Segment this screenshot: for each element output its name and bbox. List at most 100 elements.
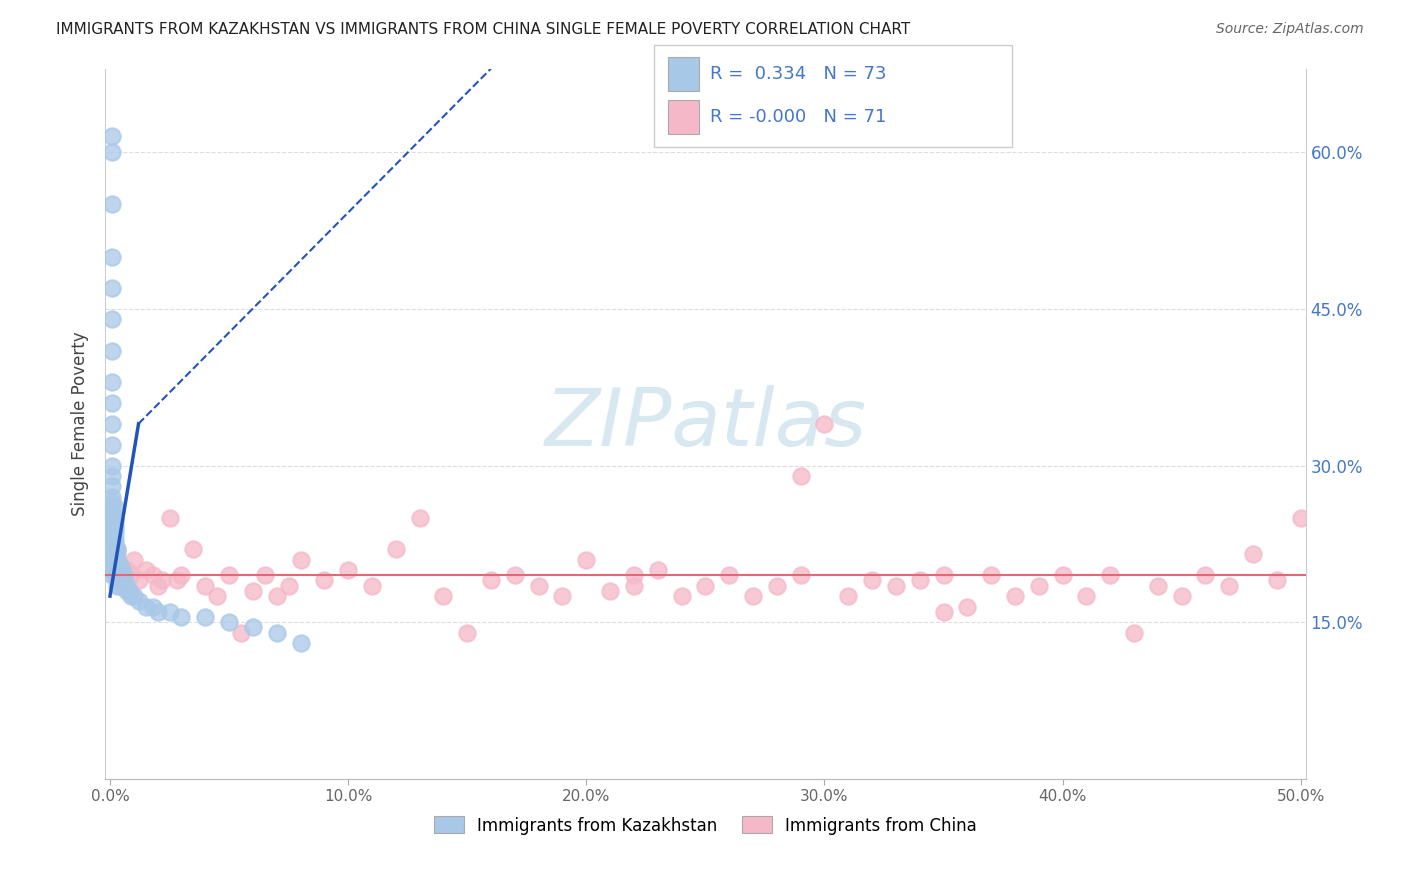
Point xyxy=(101,437,124,451)
Point xyxy=(1170,589,1192,603)
Point xyxy=(1004,589,1026,603)
Point xyxy=(111,568,134,582)
Point xyxy=(1265,574,1288,588)
Point xyxy=(104,532,127,546)
Point xyxy=(1076,589,1098,603)
Point xyxy=(266,625,288,640)
Point xyxy=(101,506,124,520)
Point xyxy=(101,479,124,493)
Point xyxy=(837,589,859,603)
Point xyxy=(101,542,124,557)
Point xyxy=(111,563,134,577)
Point xyxy=(105,574,128,588)
Point xyxy=(1241,547,1264,561)
Point xyxy=(337,563,360,577)
Point xyxy=(101,500,124,515)
Point xyxy=(242,583,264,598)
Point xyxy=(384,542,406,557)
Point xyxy=(101,197,124,211)
Point xyxy=(408,510,430,524)
Point xyxy=(104,542,127,557)
Point xyxy=(104,500,127,515)
Point xyxy=(159,510,181,524)
Point xyxy=(101,532,124,546)
Point xyxy=(101,129,124,144)
Point xyxy=(105,558,128,572)
Point xyxy=(932,568,955,582)
Point xyxy=(599,583,621,598)
Point xyxy=(105,542,128,557)
Point xyxy=(101,558,124,572)
Point xyxy=(112,568,135,582)
Point xyxy=(1147,579,1170,593)
Point xyxy=(432,589,454,603)
Legend: Immigrants from Kazakhstan, Immigrants from China: Immigrants from Kazakhstan, Immigrants f… xyxy=(433,816,977,835)
Point xyxy=(101,510,124,524)
Point xyxy=(104,537,127,551)
Point xyxy=(118,583,141,598)
Point xyxy=(135,563,157,577)
Point xyxy=(479,574,502,588)
Point xyxy=(150,574,173,588)
Point xyxy=(170,610,193,624)
Point xyxy=(623,579,645,593)
Point xyxy=(101,145,124,160)
Point xyxy=(115,563,138,577)
Point xyxy=(101,495,124,509)
Point xyxy=(1099,568,1122,582)
Point xyxy=(503,568,526,582)
Text: R =  0.334   N = 73: R = 0.334 N = 73 xyxy=(710,65,887,83)
Point xyxy=(290,636,312,650)
Point xyxy=(108,579,131,593)
Point xyxy=(128,594,150,608)
Point xyxy=(456,625,478,640)
Point xyxy=(111,574,134,588)
Point xyxy=(575,552,598,566)
Point xyxy=(277,579,299,593)
Point xyxy=(105,563,128,577)
Point xyxy=(932,605,955,619)
Point xyxy=(108,558,131,572)
Point xyxy=(115,579,138,593)
Point xyxy=(314,574,336,588)
Point xyxy=(253,568,276,582)
Point xyxy=(101,521,124,535)
Point xyxy=(527,579,550,593)
Point xyxy=(108,563,131,577)
Point xyxy=(623,568,645,582)
Point xyxy=(742,589,765,603)
Text: IMMIGRANTS FROM KAZAKHSTAN VS IMMIGRANTS FROM CHINA SINGLE FEMALE POVERTY CORREL: IMMIGRANTS FROM KAZAKHSTAN VS IMMIGRANTS… xyxy=(56,22,911,37)
Point xyxy=(860,574,883,588)
Point xyxy=(242,620,264,634)
Point xyxy=(104,510,127,524)
Point xyxy=(120,589,142,603)
Point xyxy=(205,589,228,603)
Point xyxy=(101,469,124,483)
Point xyxy=(115,583,138,598)
Text: Source: ZipAtlas.com: Source: ZipAtlas.com xyxy=(1216,22,1364,37)
Point xyxy=(183,542,205,557)
Point xyxy=(290,552,312,566)
Point xyxy=(104,552,127,566)
Y-axis label: Single Female Poverty: Single Female Poverty xyxy=(72,332,89,516)
Point xyxy=(194,610,217,624)
Point xyxy=(1218,579,1240,593)
Point xyxy=(122,589,145,603)
Point xyxy=(101,552,124,566)
Point xyxy=(218,568,240,582)
Text: R = -0.000   N = 71: R = -0.000 N = 71 xyxy=(710,108,886,126)
Point xyxy=(101,250,124,264)
Point xyxy=(789,469,811,483)
Point xyxy=(101,563,124,577)
Point xyxy=(1028,579,1050,593)
Point xyxy=(105,568,128,582)
Point xyxy=(718,568,741,582)
Point xyxy=(218,615,240,630)
Point xyxy=(142,568,165,582)
Point xyxy=(551,589,574,603)
Point xyxy=(813,417,835,431)
Point xyxy=(170,568,193,582)
Point xyxy=(1194,568,1216,582)
Point xyxy=(101,281,124,295)
Point xyxy=(104,547,127,561)
